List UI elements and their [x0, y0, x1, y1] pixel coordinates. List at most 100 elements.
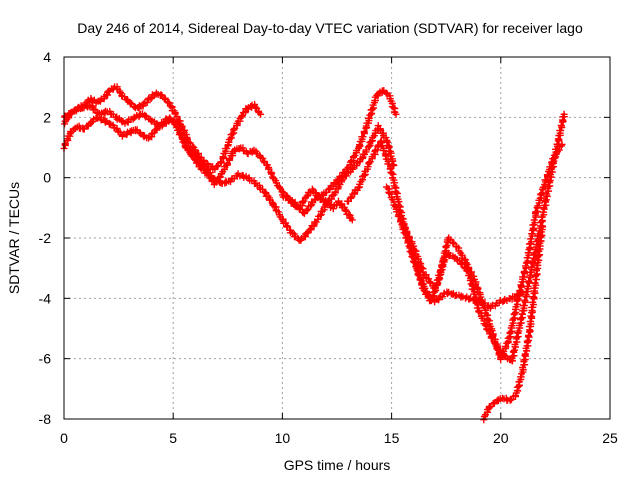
- data-point: [246, 152, 249, 155]
- y-tick-label: -8: [39, 411, 52, 427]
- data-point: [259, 113, 262, 116]
- x-axis-label: GPS time / hours: [284, 457, 391, 473]
- data-point: [346, 200, 350, 203]
- y-tick-label: 4: [43, 49, 51, 65]
- data-point: [115, 128, 118, 131]
- data-point: [150, 119, 153, 122]
- data-series: [60, 83, 568, 424]
- data-point: [75, 125, 79, 128]
- data-point: [121, 95, 125, 98]
- data-point: [335, 179, 339, 182]
- data-point: [447, 236, 450, 240]
- chart-title: Day 246 of 2014, Sidereal Day-to-day VTE…: [77, 20, 583, 36]
- x-tick-labels: 0 5 10 15 20 25: [60, 430, 618, 446]
- data-point: [82, 128, 85, 131]
- data-point: [466, 297, 470, 300]
- data-point: [289, 230, 293, 234]
- data-point: [89, 122, 92, 125]
- data-point: [560, 143, 564, 146]
- data-point: [455, 257, 459, 261]
- data-point: [239, 146, 243, 149]
- data-point: [226, 143, 229, 146]
- data-point: [69, 131, 72, 134]
- data-point: [434, 288, 437, 291]
- data-point: [167, 119, 170, 122]
- data-point: [255, 182, 258, 185]
- data-point: [252, 149, 256, 152]
- data-point: [102, 98, 105, 101]
- data-point: [423, 273, 426, 276]
- plot-frame: [63, 56, 611, 420]
- data-point: [359, 158, 363, 161]
- data-point: [344, 209, 347, 212]
- data-point: [307, 230, 310, 234]
- data-point: [281, 218, 284, 222]
- data-point: [211, 176, 214, 179]
- data-point: [220, 173, 223, 176]
- series-arc-3: [61, 102, 398, 244]
- data-point: [351, 218, 354, 222]
- data-point: [421, 282, 424, 285]
- series-arc-7: [398, 110, 568, 365]
- data-point: [541, 224, 544, 228]
- data-point: [394, 113, 398, 116]
- data-point: [237, 173, 240, 176]
- data-point: [154, 128, 157, 131]
- data-point: [528, 333, 531, 336]
- data-point: [80, 107, 83, 110]
- data-point: [233, 149, 236, 152]
- data-point: [388, 95, 391, 98]
- data-point: [134, 128, 138, 131]
- y-tick-labels: -8 -6 -4 -2 0 2 4: [39, 49, 52, 427]
- data-point: [311, 188, 315, 191]
- data-point: [377, 125, 380, 128]
- data-point: [316, 218, 319, 222]
- data-point: [455, 294, 459, 297]
- y-tick-label: -4: [39, 290, 52, 306]
- data-point: [97, 113, 101, 116]
- data-point: [379, 140, 382, 143]
- data-point: [220, 161, 223, 164]
- data-point: [534, 279, 537, 282]
- x-tick-label: 20: [493, 430, 509, 446]
- series-markers: [279, 87, 400, 217]
- data-point: [517, 297, 520, 300]
- data-point: [265, 164, 269, 167]
- data-point: [134, 107, 138, 110]
- data-point: [324, 191, 328, 194]
- data-point: [239, 116, 243, 119]
- data-point: [298, 239, 302, 243]
- x-tick-label: 25: [602, 430, 618, 446]
- data-point: [185, 146, 188, 149]
- data-point: [499, 300, 502, 303]
- data-point: [331, 206, 334, 209]
- data-point: [525, 260, 529, 264]
- data-point: [324, 203, 328, 206]
- data-point: [246, 176, 249, 179]
- data-point: [89, 104, 92, 107]
- data-point: [394, 206, 398, 209]
- data-point: [488, 333, 492, 336]
- data-point: [128, 131, 131, 134]
- data-point: [161, 95, 164, 98]
- y-tick-label: 0: [43, 170, 51, 186]
- data-point: [148, 137, 151, 140]
- data-point: [202, 164, 205, 167]
- data-point: [532, 257, 535, 261]
- data-point: [401, 221, 404, 225]
- data-point: [562, 113, 566, 116]
- data-point: [346, 167, 350, 170]
- data-point: [429, 300, 433, 303]
- y-tick-label: -6: [39, 351, 52, 367]
- data-point: [102, 119, 105, 122]
- data-point: [272, 203, 275, 206]
- data-point: [154, 92, 157, 95]
- data-point: [213, 167, 216, 170]
- data-point: [390, 170, 393, 173]
- data-point: [141, 134, 144, 137]
- data-point: [477, 309, 481, 312]
- x-tick-label: 15: [384, 430, 400, 446]
- data-point: [510, 360, 513, 363]
- data-point: [488, 405, 492, 409]
